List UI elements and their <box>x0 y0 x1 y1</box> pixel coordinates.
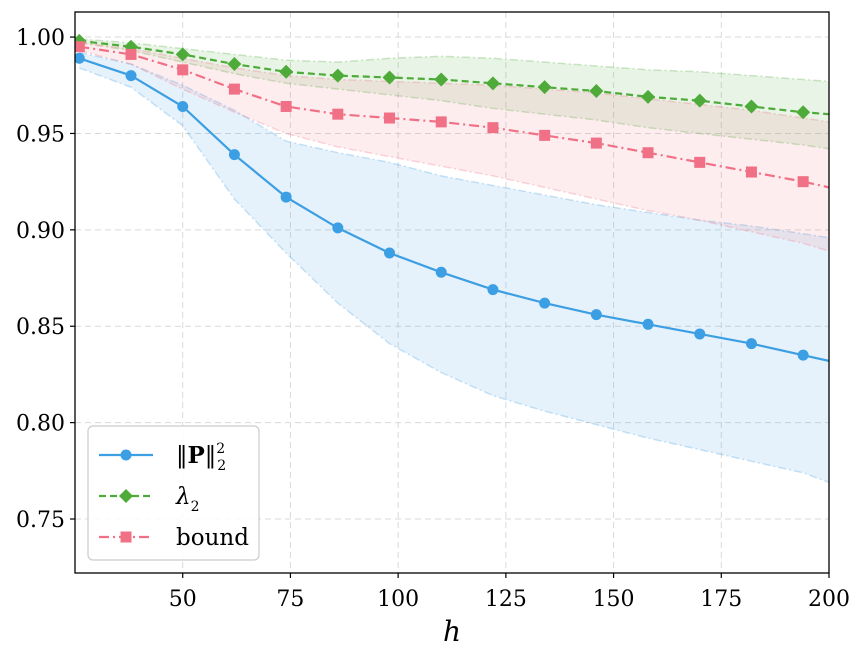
legend-item: bound <box>99 525 249 551</box>
data-point <box>590 137 602 149</box>
y-tick-label: 1.00 <box>16 26 65 51</box>
data-point <box>75 52 85 64</box>
data-point <box>125 70 137 82</box>
band-upper-edge <box>79 51 829 239</box>
data-point <box>280 191 292 203</box>
data-series <box>75 33 829 362</box>
legend-marker <box>120 449 132 461</box>
data-point <box>434 72 449 87</box>
legend-subscript: 2 <box>217 458 226 474</box>
data-point <box>744 99 759 114</box>
legend-item: ‖P‖2 2 <box>99 441 226 474</box>
series-line <box>78 57 829 362</box>
data-point <box>692 93 707 108</box>
x-tick-label: 150 <box>593 587 635 612</box>
data-point <box>796 105 811 120</box>
data-point <box>384 247 396 259</box>
confidence-bands <box>79 38 829 484</box>
band-upper-edge <box>79 42 829 123</box>
data-point <box>280 100 292 112</box>
data-point <box>227 57 242 72</box>
data-point <box>745 338 757 350</box>
data-point <box>279 64 294 79</box>
data-point <box>485 76 500 91</box>
data-point <box>228 149 240 161</box>
data-point <box>125 48 137 60</box>
data-point <box>797 349 809 361</box>
data-point <box>177 100 189 112</box>
x-tick-label: 175 <box>700 587 742 612</box>
y-tick-label: 0.95 <box>16 122 65 147</box>
legend-label: ‖P‖2 2 <box>176 441 226 474</box>
data-point <box>745 166 757 178</box>
data-point <box>435 116 447 128</box>
data-point <box>435 266 447 278</box>
y-tick-label: 0.80 <box>16 412 65 437</box>
data-point <box>694 156 706 168</box>
band-lower-edge <box>79 49 829 252</box>
data-point <box>539 297 551 309</box>
data-point <box>641 89 656 104</box>
band-fill <box>79 42 829 252</box>
legend-main-text: λ <box>175 484 191 510</box>
y-tick-label: 0.90 <box>16 219 65 244</box>
data-point <box>175 47 190 62</box>
plot-frame <box>74 11 830 574</box>
data-point <box>642 318 654 330</box>
band-upper-edge <box>79 38 829 83</box>
data-point <box>382 70 397 85</box>
legend-item: λ2 <box>99 484 200 515</box>
x-tick-label: 50 <box>169 587 197 612</box>
data-point <box>487 284 499 296</box>
legend-label: bound <box>176 525 249 551</box>
legend-box <box>87 425 260 561</box>
data-point <box>589 84 604 99</box>
legend-main-text: bound <box>176 525 249 551</box>
series-square <box>75 41 829 189</box>
data-point <box>330 68 345 83</box>
axis-ticks: 50 75 100 125 150 175 200 0.75 0.80 0.85 0.90 0.95 1… <box>16 26 850 612</box>
y-tick-label: 0.75 <box>16 508 65 533</box>
legend-subscript: 2 <box>191 499 200 515</box>
data-point <box>228 83 240 95</box>
x-tick-label: 200 <box>808 587 850 612</box>
legend-marker <box>119 489 133 503</box>
x-tick-label: 75 <box>276 587 304 612</box>
band-lower-edge <box>79 67 829 484</box>
data-point <box>694 328 706 340</box>
series-diamond <box>75 33 829 120</box>
data-point <box>332 108 344 120</box>
band-fill <box>79 39 829 149</box>
data-point <box>487 122 499 134</box>
data-point <box>75 41 85 53</box>
data-point <box>332 222 344 234</box>
legend-close-text: ‖ <box>205 443 217 469</box>
x-tick-label: 125 <box>485 587 527 612</box>
band-fill <box>79 52 829 483</box>
data-point <box>797 176 809 188</box>
legend-bold-text: P <box>188 442 205 469</box>
legend-marker <box>120 531 132 543</box>
data-point <box>539 129 551 141</box>
y-tick-label: 0.85 <box>16 315 65 340</box>
band-lower-edge <box>79 42 829 150</box>
series-circle <box>75 52 829 362</box>
data-point <box>642 147 654 159</box>
legend-main-text: ‖ <box>176 443 188 469</box>
data-point <box>537 80 552 95</box>
x-axis-label: h <box>443 615 461 648</box>
legend-superscript: 2 <box>216 441 225 457</box>
series-line <box>79 39 829 116</box>
data-point <box>384 112 396 124</box>
data-point <box>590 309 602 321</box>
legend-label: λ2 <box>175 484 200 515</box>
x-tick-label: 100 <box>377 587 419 612</box>
data-point <box>177 64 189 76</box>
